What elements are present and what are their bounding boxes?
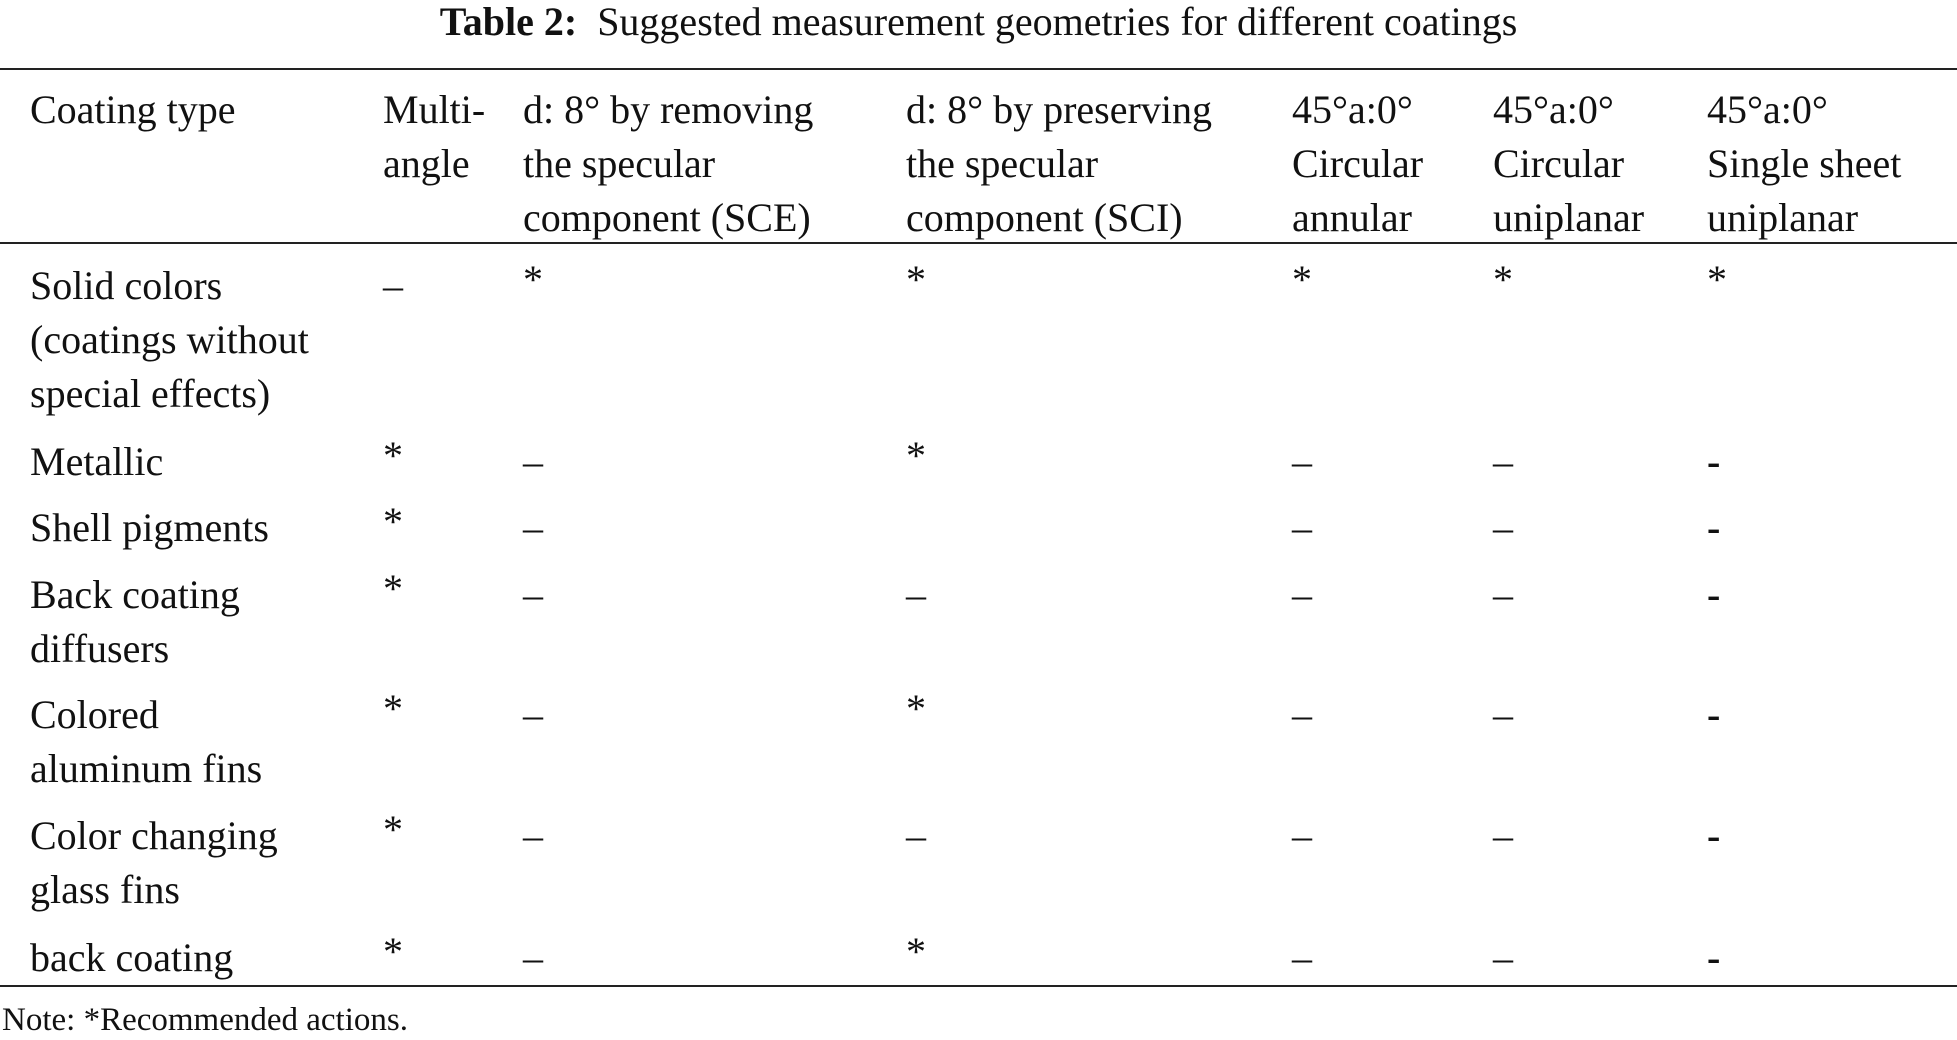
- cell: -: [1707, 692, 1721, 737]
- row-label: glass fins: [30, 867, 180, 912]
- cell: *: [523, 257, 543, 302]
- header-cell: uniplanar: [1493, 195, 1645, 240]
- cell: –: [1292, 935, 1312, 980]
- cell: –: [523, 572, 543, 617]
- row-label: Metallic: [30, 439, 164, 484]
- cell: *: [383, 499, 403, 544]
- cell: –: [1493, 439, 1513, 484]
- cell: –: [1493, 572, 1513, 617]
- header-cell: 45°a:0°: [1292, 87, 1413, 132]
- header-cell: Multi-: [383, 87, 486, 132]
- row-label: Shell pigments: [30, 505, 269, 550]
- cell: -: [1707, 572, 1721, 617]
- cell: –: [383, 263, 403, 308]
- header-cell: 45°a:0°: [1707, 87, 1828, 132]
- cell: *: [1707, 257, 1727, 302]
- cell: –: [1493, 935, 1513, 980]
- cell: *: [1292, 257, 1312, 302]
- header-cell: annular: [1292, 195, 1412, 240]
- row-label: aluminum fins: [30, 746, 263, 791]
- row-label: special effects): [30, 371, 271, 416]
- table-caption: Table 2: Suggested measurement geometrie…: [0, 0, 1957, 44]
- cell: *: [383, 433, 403, 478]
- cell: –: [523, 505, 543, 550]
- row-label: (coatings without: [30, 317, 309, 362]
- cell: *: [383, 807, 403, 852]
- cell: –: [906, 813, 926, 858]
- top-rule: [0, 68, 1957, 70]
- cell: –: [906, 572, 926, 617]
- cell: *: [383, 929, 403, 974]
- cell: –: [1292, 813, 1312, 858]
- header-cell: angle: [383, 141, 470, 186]
- cell: –: [1493, 505, 1513, 550]
- cell: –: [523, 692, 543, 737]
- row-label: Colored: [30, 692, 159, 737]
- cell: *: [906, 257, 926, 302]
- bottom-rule: [0, 985, 1957, 987]
- cell: *: [906, 686, 926, 731]
- header-cell: Single sheet: [1707, 141, 1902, 186]
- table-note: Note: *Recommended actions.: [2, 1002, 408, 1038]
- cell: -: [1707, 505, 1721, 550]
- cell: –: [1292, 572, 1312, 617]
- cell: –: [1493, 692, 1513, 737]
- header-cell: d: 8° by removing: [523, 87, 814, 132]
- header-cell: uniplanar: [1707, 195, 1859, 240]
- cell: *: [906, 929, 926, 974]
- cell: –: [1292, 692, 1312, 737]
- row-label: Color changing: [30, 813, 278, 858]
- cell: –: [523, 439, 543, 484]
- header-cell: the specular: [906, 141, 1099, 186]
- row-label: Solid colors: [30, 263, 223, 308]
- row-label: back coating: [30, 935, 234, 980]
- caption-text: Suggested measurement geometries for dif…: [597, 0, 1518, 44]
- cell: *: [1493, 257, 1513, 302]
- header-cell: Circular: [1493, 141, 1625, 186]
- cell: –: [1292, 439, 1312, 484]
- caption-label: Table 2:: [439, 0, 578, 44]
- cell: -: [1707, 935, 1721, 980]
- cell: *: [383, 686, 403, 731]
- header-rule: [0, 242, 1957, 244]
- cell: -: [1707, 813, 1721, 858]
- header-cell: Circular: [1292, 141, 1424, 186]
- header-cell: component (SCI): [906, 195, 1183, 240]
- cell: –: [1292, 505, 1312, 550]
- header-cell: the specular: [523, 141, 716, 186]
- cell: –: [523, 935, 543, 980]
- cell: *: [383, 566, 403, 611]
- row-label: Back coating: [30, 572, 240, 617]
- header-cell: Coating type: [30, 87, 236, 132]
- row-label: diffusers: [30, 626, 170, 671]
- cell: -: [1707, 439, 1721, 484]
- header-cell: d: 8° by preserving: [906, 87, 1212, 132]
- cell: *: [906, 433, 926, 478]
- cell: –: [1493, 813, 1513, 858]
- header-cell: component (SCE): [523, 195, 811, 240]
- cell: –: [523, 813, 543, 858]
- header-cell: 45°a:0°: [1493, 87, 1614, 132]
